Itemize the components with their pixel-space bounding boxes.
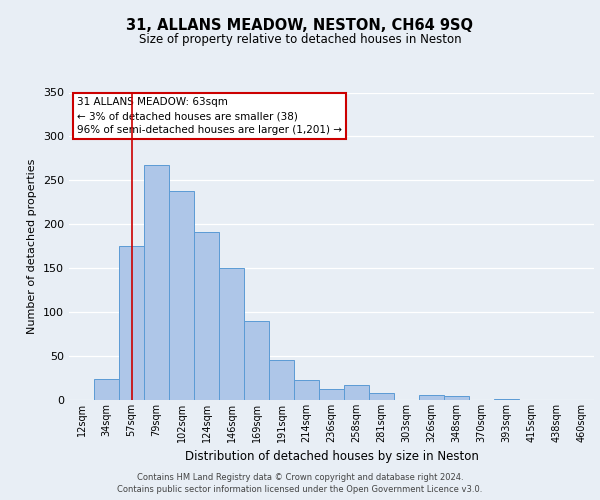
Y-axis label: Number of detached properties: Number of detached properties xyxy=(28,158,37,334)
Bar xyxy=(269,360,294,400)
Text: Contains public sector information licensed under the Open Government Licence v3: Contains public sector information licen… xyxy=(118,485,482,494)
Text: Contains HM Land Registry data © Crown copyright and database right 2024.: Contains HM Land Registry data © Crown c… xyxy=(137,472,463,482)
Bar xyxy=(119,246,144,400)
Bar xyxy=(419,394,444,400)
Bar xyxy=(219,268,244,400)
Bar xyxy=(369,393,394,400)
Bar xyxy=(94,379,119,400)
Bar xyxy=(194,232,219,400)
Bar xyxy=(294,380,319,400)
Bar xyxy=(169,191,194,400)
Text: 31 ALLANS MEADOW: 63sqm
← 3% of detached houses are smaller (38)
96% of semi-det: 31 ALLANS MEADOW: 63sqm ← 3% of detached… xyxy=(77,97,342,135)
Bar xyxy=(144,166,169,400)
Bar xyxy=(444,396,469,400)
Bar xyxy=(319,388,344,400)
X-axis label: Distribution of detached houses by size in Neston: Distribution of detached houses by size … xyxy=(185,450,478,464)
Bar xyxy=(344,385,369,400)
Bar xyxy=(494,399,519,400)
Text: Size of property relative to detached houses in Neston: Size of property relative to detached ho… xyxy=(139,32,461,46)
Bar xyxy=(244,321,269,400)
Text: 31, ALLANS MEADOW, NESTON, CH64 9SQ: 31, ALLANS MEADOW, NESTON, CH64 9SQ xyxy=(127,18,473,32)
